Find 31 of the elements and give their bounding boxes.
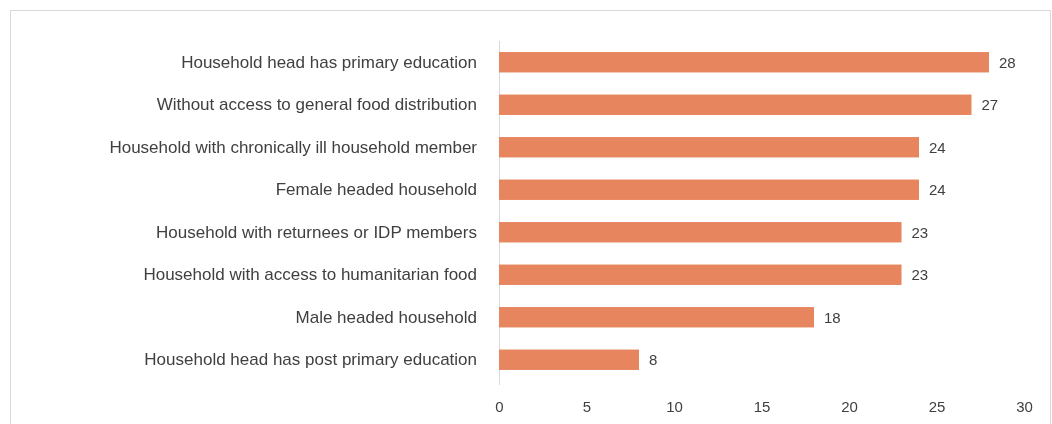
y-tick-label: Household with returnees or IDP members <box>156 222 477 242</box>
bar <box>499 179 919 200</box>
data-label: 23 <box>911 223 929 241</box>
data-label: 23 <box>911 266 929 283</box>
y-tick-label: Household with chronically ill household member <box>109 137 478 157</box>
data-label: 28 <box>999 53 1016 71</box>
y-tick-label: Male headed household <box>295 307 477 327</box>
x-tick-label: 20 <box>841 397 858 415</box>
bar <box>499 307 814 328</box>
x-tick-label: 0 <box>495 397 504 415</box>
bar <box>499 52 989 73</box>
bar <box>499 222 902 243</box>
data-label: 27 <box>981 96 999 113</box>
x-tick-label: 15 <box>753 397 771 415</box>
x-tick-label: 30 <box>1016 397 1033 415</box>
y-tick-label: Female headed household <box>275 180 477 200</box>
x-tick-label: 25 <box>928 397 946 415</box>
y-tick-label: Household with access to humanitarian food <box>143 265 477 285</box>
x-tick-label: 10 <box>666 397 683 415</box>
data-label: 24 <box>929 181 946 198</box>
y-tick-label: Without access to general food distribution <box>156 95 477 115</box>
data-label: 18 <box>824 308 841 326</box>
bar <box>499 349 639 370</box>
data-label: 8 <box>649 351 658 368</box>
y-tick-label: Household head has post primary education <box>144 350 477 370</box>
data-label: 24 <box>929 138 946 156</box>
x-tick-label: 5 <box>582 397 592 415</box>
y-tick-label: Household head has primary education <box>181 52 477 72</box>
bar <box>499 264 902 285</box>
bar <box>499 137 919 158</box>
bar <box>499 94 972 115</box>
